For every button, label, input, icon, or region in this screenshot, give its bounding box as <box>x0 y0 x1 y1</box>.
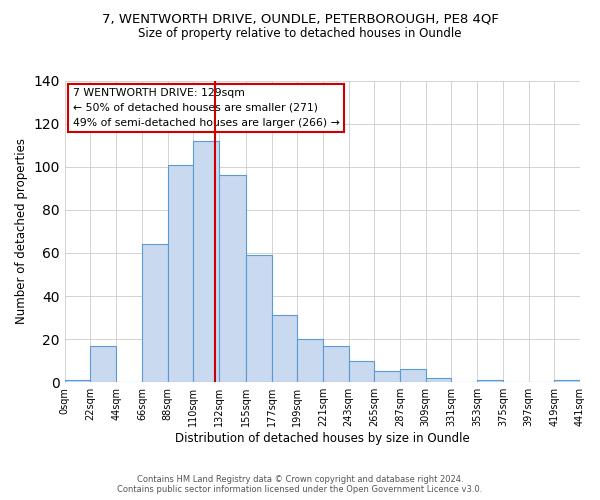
Text: 7, WENTWORTH DRIVE, OUNDLE, PETERBOROUGH, PE8 4QF: 7, WENTWORTH DRIVE, OUNDLE, PETERBOROUGH… <box>101 12 499 26</box>
X-axis label: Distribution of detached houses by size in Oundle: Distribution of detached houses by size … <box>175 432 470 445</box>
Bar <box>246 255 272 382</box>
Bar <box>426 378 451 382</box>
Bar <box>193 141 219 382</box>
Bar <box>65 380 91 382</box>
Bar <box>323 346 349 382</box>
Bar <box>167 164 193 382</box>
Text: 7 WENTWORTH DRIVE: 129sqm
← 50% of detached houses are smaller (271)
49% of semi: 7 WENTWORTH DRIVE: 129sqm ← 50% of detac… <box>73 88 339 128</box>
Bar <box>219 176 246 382</box>
Bar <box>91 346 116 382</box>
Bar <box>477 380 503 382</box>
Y-axis label: Number of detached properties: Number of detached properties <box>15 138 28 324</box>
Bar <box>554 380 580 382</box>
Bar <box>374 372 400 382</box>
Bar <box>349 360 374 382</box>
Bar <box>297 339 323 382</box>
Text: Contains HM Land Registry data © Crown copyright and database right 2024.
Contai: Contains HM Land Registry data © Crown c… <box>118 474 482 494</box>
Bar <box>272 316 297 382</box>
Text: Size of property relative to detached houses in Oundle: Size of property relative to detached ho… <box>138 28 462 40</box>
Bar <box>400 370 426 382</box>
Bar <box>142 244 167 382</box>
